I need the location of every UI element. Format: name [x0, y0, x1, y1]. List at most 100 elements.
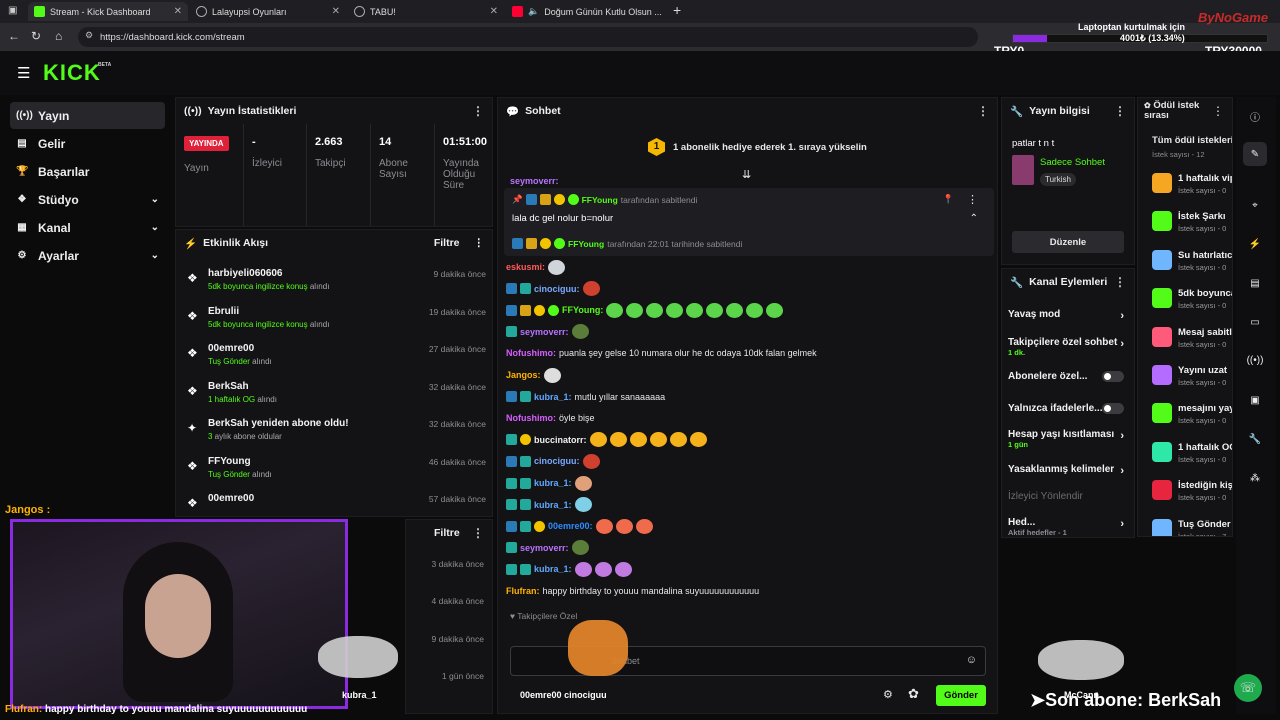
- reward-item[interactable]: 5dk boyunca İstek sayısı - 0: [1152, 286, 1232, 312]
- chat-username[interactable]: FFYoung:: [562, 305, 604, 316]
- reward-item[interactable]: 1 haftalık vip İstek sayısı - 0: [1152, 171, 1232, 197]
- chat-username[interactable]: Nofushimo:: [506, 348, 556, 359]
- sidebar-item-basarilar[interactable]: 🏆 Başarılar: [10, 158, 165, 185]
- reward-item[interactable]: Tuş Gönder İstek sayısı - 7: [1152, 517, 1232, 536]
- chat-username[interactable]: cinociguu:: [534, 456, 580, 467]
- reward-item[interactable]: İstediğin kişi İstek sayısı - 0: [1152, 478, 1232, 504]
- reload-icon[interactable]: ↻: [31, 29, 42, 43]
- emoji-icon[interactable]: ☺: [965, 654, 977, 666]
- chat-username[interactable]: kubra_1:: [534, 564, 572, 575]
- activity-item[interactable]: ❖ Ebrulii 5dk boyunca ingilizce konuş alın…: [184, 302, 488, 338]
- pinned-by-user[interactable]: FFYoung: [581, 194, 618, 205]
- activity-item[interactable]: ❖ FFYoung Tuş Gönder alındı 46 dakika önce: [184, 452, 488, 488]
- more-icon[interactable]: ⋮: [1114, 275, 1126, 289]
- pixel-cat-sprite: [318, 636, 398, 678]
- close-tab-icon[interactable]: ✕: [173, 6, 182, 17]
- lightning-icon[interactable]: ⚡: [1248, 238, 1262, 250]
- chat-username[interactable]: seymoverr:: [520, 326, 569, 337]
- category-name[interactable]: Sadece Sohbet: [1040, 157, 1105, 168]
- target-icon[interactable]: ⌖: [1252, 199, 1258, 211]
- toggle-switch[interactable]: [1102, 371, 1124, 382]
- more-icon[interactable]: ⋮: [977, 104, 989, 118]
- more-icon[interactable]: ⋮: [1212, 104, 1224, 118]
- reward-item[interactable]: Yayını uzat İstek sayısı - 0: [1152, 363, 1232, 389]
- sidebar-item-studyo[interactable]: ❖ Stüdyo ⌄: [10, 186, 165, 213]
- nodes-icon[interactable]: ⁂: [1250, 472, 1260, 484]
- channel-action-item[interactable]: Hesap yaşı kısıtlaması 1 gün ›: [1008, 429, 1132, 450]
- sub-gift-banner[interactable]: 1 1 abonelik hediye ederek 1. sıraya yük…: [648, 138, 867, 156]
- sidebar-item-gelir[interactable]: ▤ Gelir: [10, 130, 165, 157]
- browser-window-icon[interactable]: ▣: [1250, 394, 1260, 406]
- chevron-up-icon[interactable]: ⌃: [969, 213, 978, 224]
- activity-item[interactable]: ❖ harbiyeli060606 5dk boyunca ingilizce ko…: [184, 264, 488, 300]
- reward-item[interactable]: mesajını yay İstek sayısı - 0: [1152, 401, 1232, 427]
- activity-item[interactable]: ❖ 00emre00 57 dakika önce: [184, 489, 488, 516]
- channel-action-item[interactable]: Abonelere özel...: [1008, 371, 1132, 382]
- kick-logo[interactable]: KICK: [43, 60, 101, 85]
- sidebar-item-yayin[interactable]: ((•)) Yayın: [10, 102, 165, 129]
- chat-username[interactable]: Jangos:: [506, 370, 541, 380]
- send-button[interactable]: Gönder: [936, 685, 986, 706]
- reward-item[interactable]: Mesaj sabitle İstek sayısı - 0: [1152, 325, 1232, 351]
- close-tab-icon[interactable]: ✕: [331, 6, 340, 17]
- tab-youtube[interactable]: 🔈 Doğum Günün Kutlu Olsun ... ✕: [506, 2, 666, 21]
- back-icon[interactable]: ←: [8, 29, 20, 43]
- unpin-icon[interactable]: 📍: [942, 194, 954, 204]
- pinned-footer-user[interactable]: FFYoung: [568, 238, 605, 249]
- support-button[interactable]: ☏: [1234, 674, 1262, 702]
- document-icon[interactable]: ▤: [1250, 277, 1260, 289]
- sidebar-item-kanal[interactable]: ▦ Kanal ⌄: [10, 214, 165, 241]
- reward-item[interactable]: Su hatırlatıcı İstek sayısı - 0: [1152, 248, 1232, 274]
- chat-username[interactable]: kubra_1:: [534, 478, 572, 488]
- tab-overview-icon[interactable]: ▣: [8, 5, 18, 16]
- home-icon[interactable]: ⌂: [55, 29, 63, 43]
- channel-action-item[interactable]: Yavaş mod ›: [1008, 309, 1132, 322]
- filter-button[interactable]: Filtre: [433, 237, 460, 249]
- chat-username[interactable]: seymoverr:: [520, 542, 569, 553]
- more-icon[interactable]: ⋮: [472, 526, 484, 540]
- activity-item[interactable]: ❖ BerkSah 1 haftalık OG alındı 32 dakika ön…: [184, 377, 488, 413]
- toggle-switch[interactable]: [1102, 403, 1124, 414]
- url-bar[interactable]: ⚙ https://dashboard.kick.com/stream: [78, 27, 978, 47]
- chat-username[interactable]: Nofushimo:: [506, 413, 556, 424]
- info-icon[interactable]: ⓘ: [1250, 112, 1260, 124]
- all-rewards-link[interactable]: Tüm ödül istekleri: [1152, 135, 1233, 146]
- chat-username[interactable]: kubra_1:: [534, 499, 572, 510]
- more-icon[interactable]: ⋮: [472, 104, 484, 118]
- more-icon[interactable]: ⋮: [967, 194, 978, 206]
- channel-action-item[interactable]: Hed... Aktif hedefler - 1 ›: [1008, 517, 1132, 538]
- site-info-icon[interactable]: ⚙: [85, 30, 94, 40]
- tab-kick-dashboard[interactable]: Stream - Kick Dashboard ✕: [28, 2, 188, 21]
- broadcast-icon[interactable]: ((•)): [1246, 354, 1264, 366]
- reward-item[interactable]: İstek Şarkı İstek sayısı - 0: [1152, 209, 1232, 235]
- edit-button[interactable]: Düzenle: [1012, 231, 1124, 253]
- channel-action-item[interactable]: Yasaklanmış kelimeler ›: [1008, 464, 1132, 477]
- new-tab-button[interactable]: +: [673, 2, 682, 18]
- channel-action-item[interactable]: Takipçilere özel sohbet 1 dk. ›: [1008, 337, 1132, 358]
- chat-username[interactable]: cinociguu:: [534, 283, 580, 294]
- more-icon[interactable]: ⋮: [473, 237, 485, 249]
- pencil-icon[interactable]: ✎: [1243, 142, 1267, 166]
- reward-item[interactable]: 1 haftalık OG İstek sayısı - 0: [1152, 440, 1232, 466]
- gift-icon[interactable]: ✿: [908, 686, 919, 701]
- more-icon[interactable]: ⋮: [1114, 104, 1126, 118]
- chat-username[interactable]: 00emre00:: [548, 521, 593, 532]
- scroll-down-icon[interactable]: ⇊: [742, 169, 752, 181]
- filter-button[interactable]: Filtre: [434, 527, 460, 539]
- channel-action-item[interactable]: Yalnızca ifadelerle...: [1008, 403, 1132, 414]
- activity-item[interactable]: ❖ 00emre00 Tuş Gönder alındı 27 dakika önce: [184, 339, 488, 375]
- sidebar-item-ayarlar[interactable]: ⚙ Ayarlar ⌄: [10, 242, 165, 269]
- activity-item[interactable]: ✦ BerkSah yeniden abone oldu! 3 aylık abon…: [184, 414, 488, 450]
- chat-username[interactable]: buccinatorr:: [534, 434, 587, 445]
- wrench-icon[interactable]: 🔧: [1248, 433, 1262, 445]
- close-tab-icon[interactable]: ✕: [489, 6, 498, 17]
- tab-tabu[interactable]: TABU! ✕: [348, 2, 504, 21]
- sub-badge-icon: [520, 283, 531, 295]
- chat-icon[interactable]: ▭: [1250, 316, 1260, 328]
- menu-icon[interactable]: ☰: [17, 65, 31, 82]
- settings-gear-icon[interactable]: ⚙: [883, 689, 893, 701]
- chat-username[interactable]: Flufran:: [506, 586, 540, 596]
- tab-lalayupsi[interactable]: Lalayupsi Oyunları ✕: [190, 2, 346, 21]
- chat-username[interactable]: eskusmi:: [506, 262, 546, 272]
- chat-username[interactable]: kubra_1:: [534, 391, 572, 402]
